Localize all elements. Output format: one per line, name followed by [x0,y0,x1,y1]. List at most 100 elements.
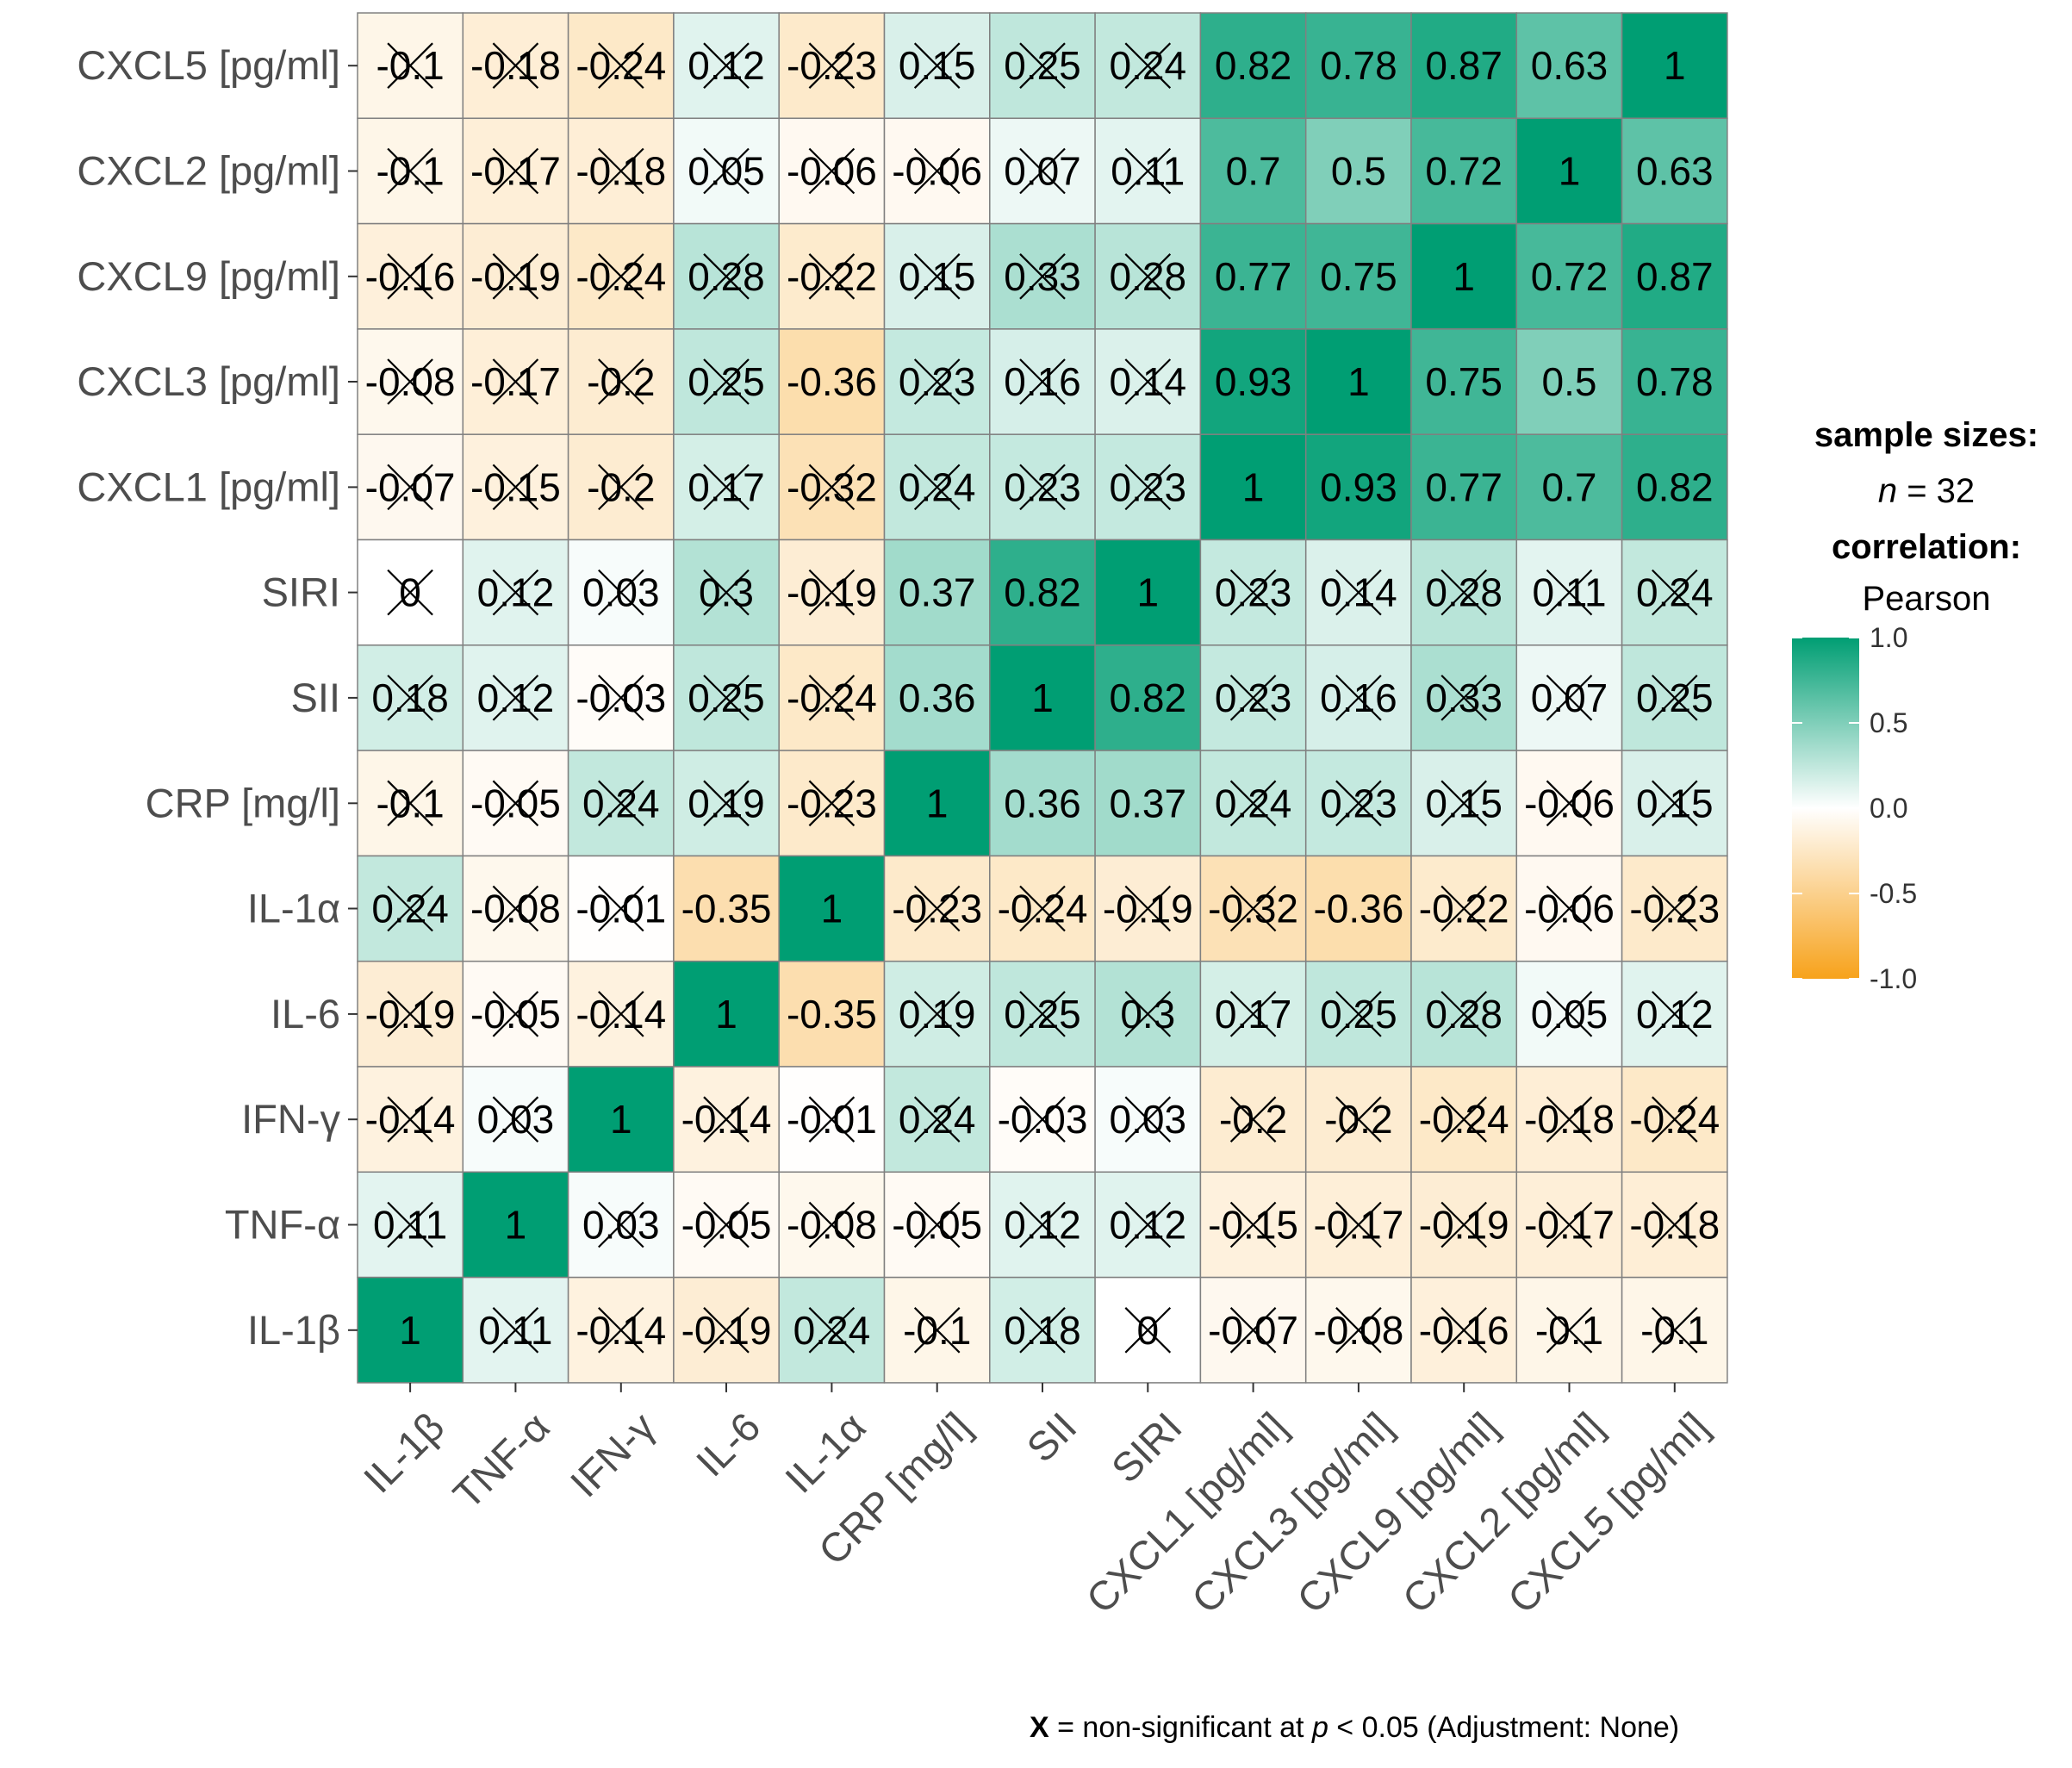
nonsignificant-cross-cxcl1-pg-ml-sii-2 [1019,464,1066,511]
cell-siri-siri [1094,538,1202,646]
nonsignificant-cross-ifn-tnf-2 [492,1096,539,1142]
legend-method: Pearson [1863,580,1991,618]
cell-il-6-il-6 [673,960,780,1068]
cell-value-cxcl2-pg-ml-cxcl1-pg-ml: 0.7 [1226,149,1281,194]
footnote-p-symbol: p [1311,1711,1328,1744]
cell-cxcl9-pg-ml-cxcl2-pg-ml [1515,222,1623,330]
nonsignificant-cross-il-6-cxcl5-pg-ml-2 [1652,991,1698,1037]
footnote-text-1: = non-significant at [1049,1711,1312,1744]
nonsignificant-cross-il-1-il-6-2 [703,1307,750,1354]
y-tick-label-il-1: IL-1β [247,1307,340,1353]
nonsignificant-cross-il-1-cxcl3-pg-ml-2 [1335,1307,1382,1354]
cell-value-cxcl3-pg-ml-cxcl3-pg-ml: 1 [1347,359,1370,404]
cell-crp-mg-l-siri [1094,750,1202,857]
cell-cxcl3-pg-ml-cxcl5-pg-ml [1621,328,1728,435]
cell-sii-sii [989,644,1096,751]
nonsignificant-cross-cxcl5-pg-ml-il-6-2 [703,42,750,89]
nonsignificant-cross-il-1-cxcl2-pg-ml-2 [1546,885,1593,932]
nonsignificant-cross-il-1-ifn-2 [598,1307,644,1354]
nonsignificant-cross-sii-cxcl2-pg-ml-2 [1546,675,1593,721]
cell-value-cxcl9-pg-ml-cxcl2-pg-ml: 0.72 [1531,254,1608,299]
cell-value-il-1-cxcl3-pg-ml: -0.36 [1313,887,1403,931]
footnote-marker: X [1030,1711,1049,1744]
nonsignificant-cross-tnf-il-1-2 [808,1201,856,1248]
x-tick-label-il-1: IL-1α [776,1404,874,1502]
nonsignificant-cross-il-1-cxcl1-pg-ml-2 [1229,1307,1277,1354]
cell-il-1-il-6 [673,855,780,962]
nonsignificant-cross-sii-tnf-2 [492,675,539,721]
nonsignificant-cross-il-6-siri-2 [1124,991,1172,1037]
legend-n-symbol: n [1878,472,1897,510]
cell-cxcl2-pg-ml-cxcl3-pg-ml [1304,117,1412,225]
nonsignificant-cross-siri-ifn-2 [598,569,644,616]
nonsignificant-cross-cxcl1-pg-ml-ifn-2 [598,464,644,511]
nonsignificant-cross-ifn-il-6-2 [703,1096,750,1142]
nonsignificant-cross-crp-mg-l-cxcl1-pg-ml-2 [1229,780,1277,827]
nonsignificant-cross-il-1-sii-2 [1019,1307,1066,1354]
cell-value-il-1-il-6: -0.35 [681,887,772,931]
nonsignificant-cross-sii-il-6-2 [703,675,750,721]
nonsignificant-cross-cxcl9-pg-ml-ifn-2 [598,253,644,300]
nonsignificant-cross-tnf-cxcl2-pg-ml-2 [1546,1201,1593,1248]
cell-cxcl9-pg-ml-cxcl1-pg-ml [1199,222,1307,330]
nonsignificant-cross-siri-cxcl1-pg-ml-2 [1229,569,1277,616]
nonsignificant-cross-il-1-siri-2 [1124,1307,1172,1354]
cell-value-siri-siri: 1 [1137,570,1160,615]
nonsignificant-cross-siri-tnf-2 [492,569,539,616]
nonsignificant-cross-ifn-cxcl9-pg-ml-2 [1440,1096,1487,1142]
nonsignificant-cross-il-6-cxcl3-pg-ml-2 [1335,991,1382,1037]
y-axis: CXCL5 [pg/ml] CXCL2 [pg/ml] CXCL9 [pg/ml] C… [77,42,358,1353]
nonsignificant-cross-il-1-cxcl9-pg-ml-2 [1440,1307,1487,1354]
cell-value-cxcl5-pg-ml-cxcl3-pg-ml: 0.78 [1320,43,1397,88]
cell-crp-mg-l-crp-mg-l [883,750,991,857]
legend-tick-label-1-0: -1.0 [1870,963,1917,994]
nonsignificant-cross-cxcl2-pg-ml-tnf-2 [492,147,539,195]
cell-value-il-1-il-1: 1 [399,1308,421,1353]
cell-cxcl9-pg-ml-cxcl9-pg-ml [1410,222,1518,330]
x-tick-label-il-6: IL-6 [688,1404,769,1485]
cell-value-cxcl2-pg-ml-cxcl5-pg-ml: 0.63 [1636,149,1714,194]
cell-value-cxcl3-pg-ml-cxcl5-pg-ml: 0.78 [1636,359,1714,404]
nonsignificant-cross-siri-cxcl3-pg-ml-2 [1335,569,1382,616]
cell-siri-sii [989,538,1096,646]
nonsignificant-cross-il-6-cxcl9-pg-ml-2 [1440,991,1487,1037]
nonsignificant-cross-siri-cxcl9-pg-ml-2 [1440,569,1487,616]
cell-value-cxcl9-pg-ml-cxcl5-pg-ml: 0.87 [1636,254,1714,299]
legend-tick-label-1-0: 1.0 [1870,622,1907,653]
nonsignificant-cross-cxcl3-pg-ml-siri-2 [1124,358,1172,405]
cell-cxcl5-pg-ml-siri [1094,12,1202,120]
nonsignificant-cross-il-1-cxcl5-pg-ml-2 [1652,1307,1698,1354]
nonsignificant-cross-siri-il-6-2 [703,569,750,616]
nonsignificant-cross-sii-cxcl9-pg-ml-2 [1440,675,1487,721]
cell-value-il-6-il-6: 1 [715,992,737,1037]
cell-cxcl5-pg-ml-cxcl5-pg-ml [1621,12,1728,120]
nonsignificant-cross-tnf-sii-2 [1019,1201,1066,1248]
cell-value-cxcl2-pg-ml-cxcl3-pg-ml: 0.5 [1331,149,1386,194]
nonsignificant-cross-cxcl9-pg-ml-sii-2 [1019,253,1066,300]
nonsignificant-cross-il-6-il-1-2 [387,991,433,1037]
footnote: X = non-significant at p < 0.05 (Adjustm… [1030,1711,1679,1744]
nonsignificant-cross-crp-mg-l-il-1-2 [808,780,856,827]
nonsignificant-cross-cxcl9-pg-ml-il-1-2 [387,253,433,300]
cell-cxcl3-pg-ml-cxcl2-pg-ml [1515,328,1623,435]
nonsignificant-cross-cxcl5-pg-ml-ifn-2 [598,42,644,89]
nonsignificant-cross-siri-il-1-2 [387,569,433,616]
nonsignificant-cross-crp-mg-l-ifn-2 [598,780,644,827]
cell-value-cxcl9-pg-ml-cxcl1-pg-ml: 0.77 [1215,254,1292,299]
cell-value-cxcl2-pg-ml-cxcl2-pg-ml: 1 [1559,149,1581,194]
nonsignificant-cross-cxcl3-pg-ml-sii-2 [1019,358,1066,405]
cell-value-cxcl1-pg-ml-cxcl5-pg-ml: 0.82 [1636,464,1714,509]
heatmap-cells [357,12,1728,1384]
nonsignificant-cross-ifn-crp-mg-l-2 [913,1096,961,1142]
nonsignificant-cross-cxcl1-pg-ml-il-1-2 [808,464,856,511]
nonsignificant-cross-il-6-cxcl1-pg-ml-2 [1229,991,1277,1037]
nonsignificant-cross-il-1-crp-mg-l-2 [913,885,961,932]
nonsignificant-cross-cxcl9-pg-ml-tnf-2 [492,253,539,300]
cell-cxcl9-pg-ml-cxcl5-pg-ml [1621,222,1728,330]
cell-il-1-cxcl5-pg-ml [1621,1276,1728,1384]
nonsignificant-cross-il-1-tnf-2 [492,885,539,932]
x-tick-label-tnf: TNF-α [444,1404,557,1517]
nonsignificant-cross-il-6-cxcl2-pg-ml-2 [1546,991,1593,1037]
